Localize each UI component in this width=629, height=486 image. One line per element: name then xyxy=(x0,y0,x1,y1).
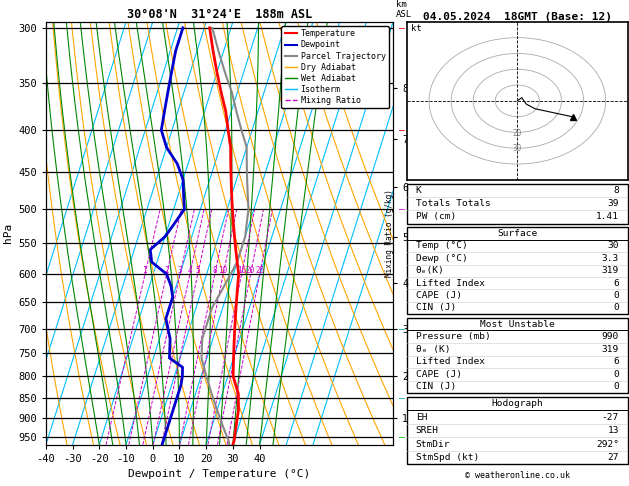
Text: Surface: Surface xyxy=(498,229,537,238)
Text: —: — xyxy=(399,23,404,33)
Text: 8: 8 xyxy=(213,266,217,275)
Text: 4: 4 xyxy=(187,266,192,275)
Text: Mixing Ratio (g/kg): Mixing Ratio (g/kg) xyxy=(386,190,394,277)
Text: CAPE (J): CAPE (J) xyxy=(416,370,462,379)
X-axis label: Dewpoint / Temperature (°C): Dewpoint / Temperature (°C) xyxy=(128,469,311,479)
Text: 6: 6 xyxy=(613,357,619,366)
Text: 8: 8 xyxy=(613,186,619,195)
Text: θₑ(K): θₑ(K) xyxy=(416,266,445,275)
Text: 1.41: 1.41 xyxy=(596,212,619,222)
Text: θₑ (K): θₑ (K) xyxy=(416,345,450,354)
Text: 3.3: 3.3 xyxy=(602,254,619,263)
Text: 0: 0 xyxy=(613,370,619,379)
Text: kt: kt xyxy=(411,24,422,34)
Text: PW (cm): PW (cm) xyxy=(416,212,456,222)
Y-axis label: hPa: hPa xyxy=(3,223,13,243)
Text: km
ASL: km ASL xyxy=(396,0,412,19)
Text: CAPE (J): CAPE (J) xyxy=(416,291,462,300)
Text: 30: 30 xyxy=(513,144,522,154)
Text: 0: 0 xyxy=(613,382,619,391)
Text: 10: 10 xyxy=(218,266,228,275)
Text: Totals Totals: Totals Totals xyxy=(416,199,491,208)
Text: 319: 319 xyxy=(602,345,619,354)
Text: Lifted Index: Lifted Index xyxy=(416,278,485,288)
Text: 2: 2 xyxy=(164,266,169,275)
Text: 0: 0 xyxy=(613,291,619,300)
Text: Dewp (°C): Dewp (°C) xyxy=(416,254,467,263)
Text: Temp (°C): Temp (°C) xyxy=(416,242,467,250)
Text: —: — xyxy=(399,204,404,214)
Text: CIN (J): CIN (J) xyxy=(416,303,456,312)
Text: 16: 16 xyxy=(237,266,246,275)
Title: 30°08'N  31°24'E  188m ASL: 30°08'N 31°24'E 188m ASL xyxy=(127,8,312,21)
Text: Most Unstable: Most Unstable xyxy=(480,320,555,329)
Text: Hodograph: Hodograph xyxy=(491,399,543,408)
Text: —: — xyxy=(399,324,404,334)
Text: Pressure (mb): Pressure (mb) xyxy=(416,332,491,341)
Text: 990: 990 xyxy=(602,332,619,341)
Text: 20: 20 xyxy=(246,266,255,275)
Text: 30: 30 xyxy=(608,242,619,250)
Text: 1: 1 xyxy=(143,266,147,275)
Text: 39: 39 xyxy=(608,199,619,208)
Text: 20: 20 xyxy=(513,129,522,138)
Text: 04.05.2024  18GMT (Base: 12): 04.05.2024 18GMT (Base: 12) xyxy=(423,12,612,22)
Text: 0: 0 xyxy=(613,303,619,312)
Text: © weatheronline.co.uk: © weatheronline.co.uk xyxy=(465,471,570,480)
Text: -27: -27 xyxy=(602,413,619,422)
Text: 292°: 292° xyxy=(596,439,619,449)
Text: Lifted Index: Lifted Index xyxy=(416,357,485,366)
Text: 6: 6 xyxy=(613,278,619,288)
Text: —: — xyxy=(399,125,404,135)
Text: —: — xyxy=(399,432,404,442)
Text: CIN (J): CIN (J) xyxy=(416,382,456,391)
Text: StmDir: StmDir xyxy=(416,439,450,449)
Text: EH: EH xyxy=(416,413,427,422)
Legend: Temperature, Dewpoint, Parcel Trajectory, Dry Adiabat, Wet Adiabat, Isotherm, Mi: Temperature, Dewpoint, Parcel Trajectory… xyxy=(281,26,389,108)
Text: 5: 5 xyxy=(195,266,200,275)
Text: 27: 27 xyxy=(608,453,619,462)
Text: StmSpd (kt): StmSpd (kt) xyxy=(416,453,479,462)
Text: SREH: SREH xyxy=(416,426,439,435)
Text: K: K xyxy=(416,186,421,195)
Text: 13: 13 xyxy=(608,426,619,435)
Text: 25: 25 xyxy=(255,266,264,275)
Text: —: — xyxy=(399,393,404,403)
Text: 319: 319 xyxy=(602,266,619,275)
Text: 3: 3 xyxy=(177,266,182,275)
